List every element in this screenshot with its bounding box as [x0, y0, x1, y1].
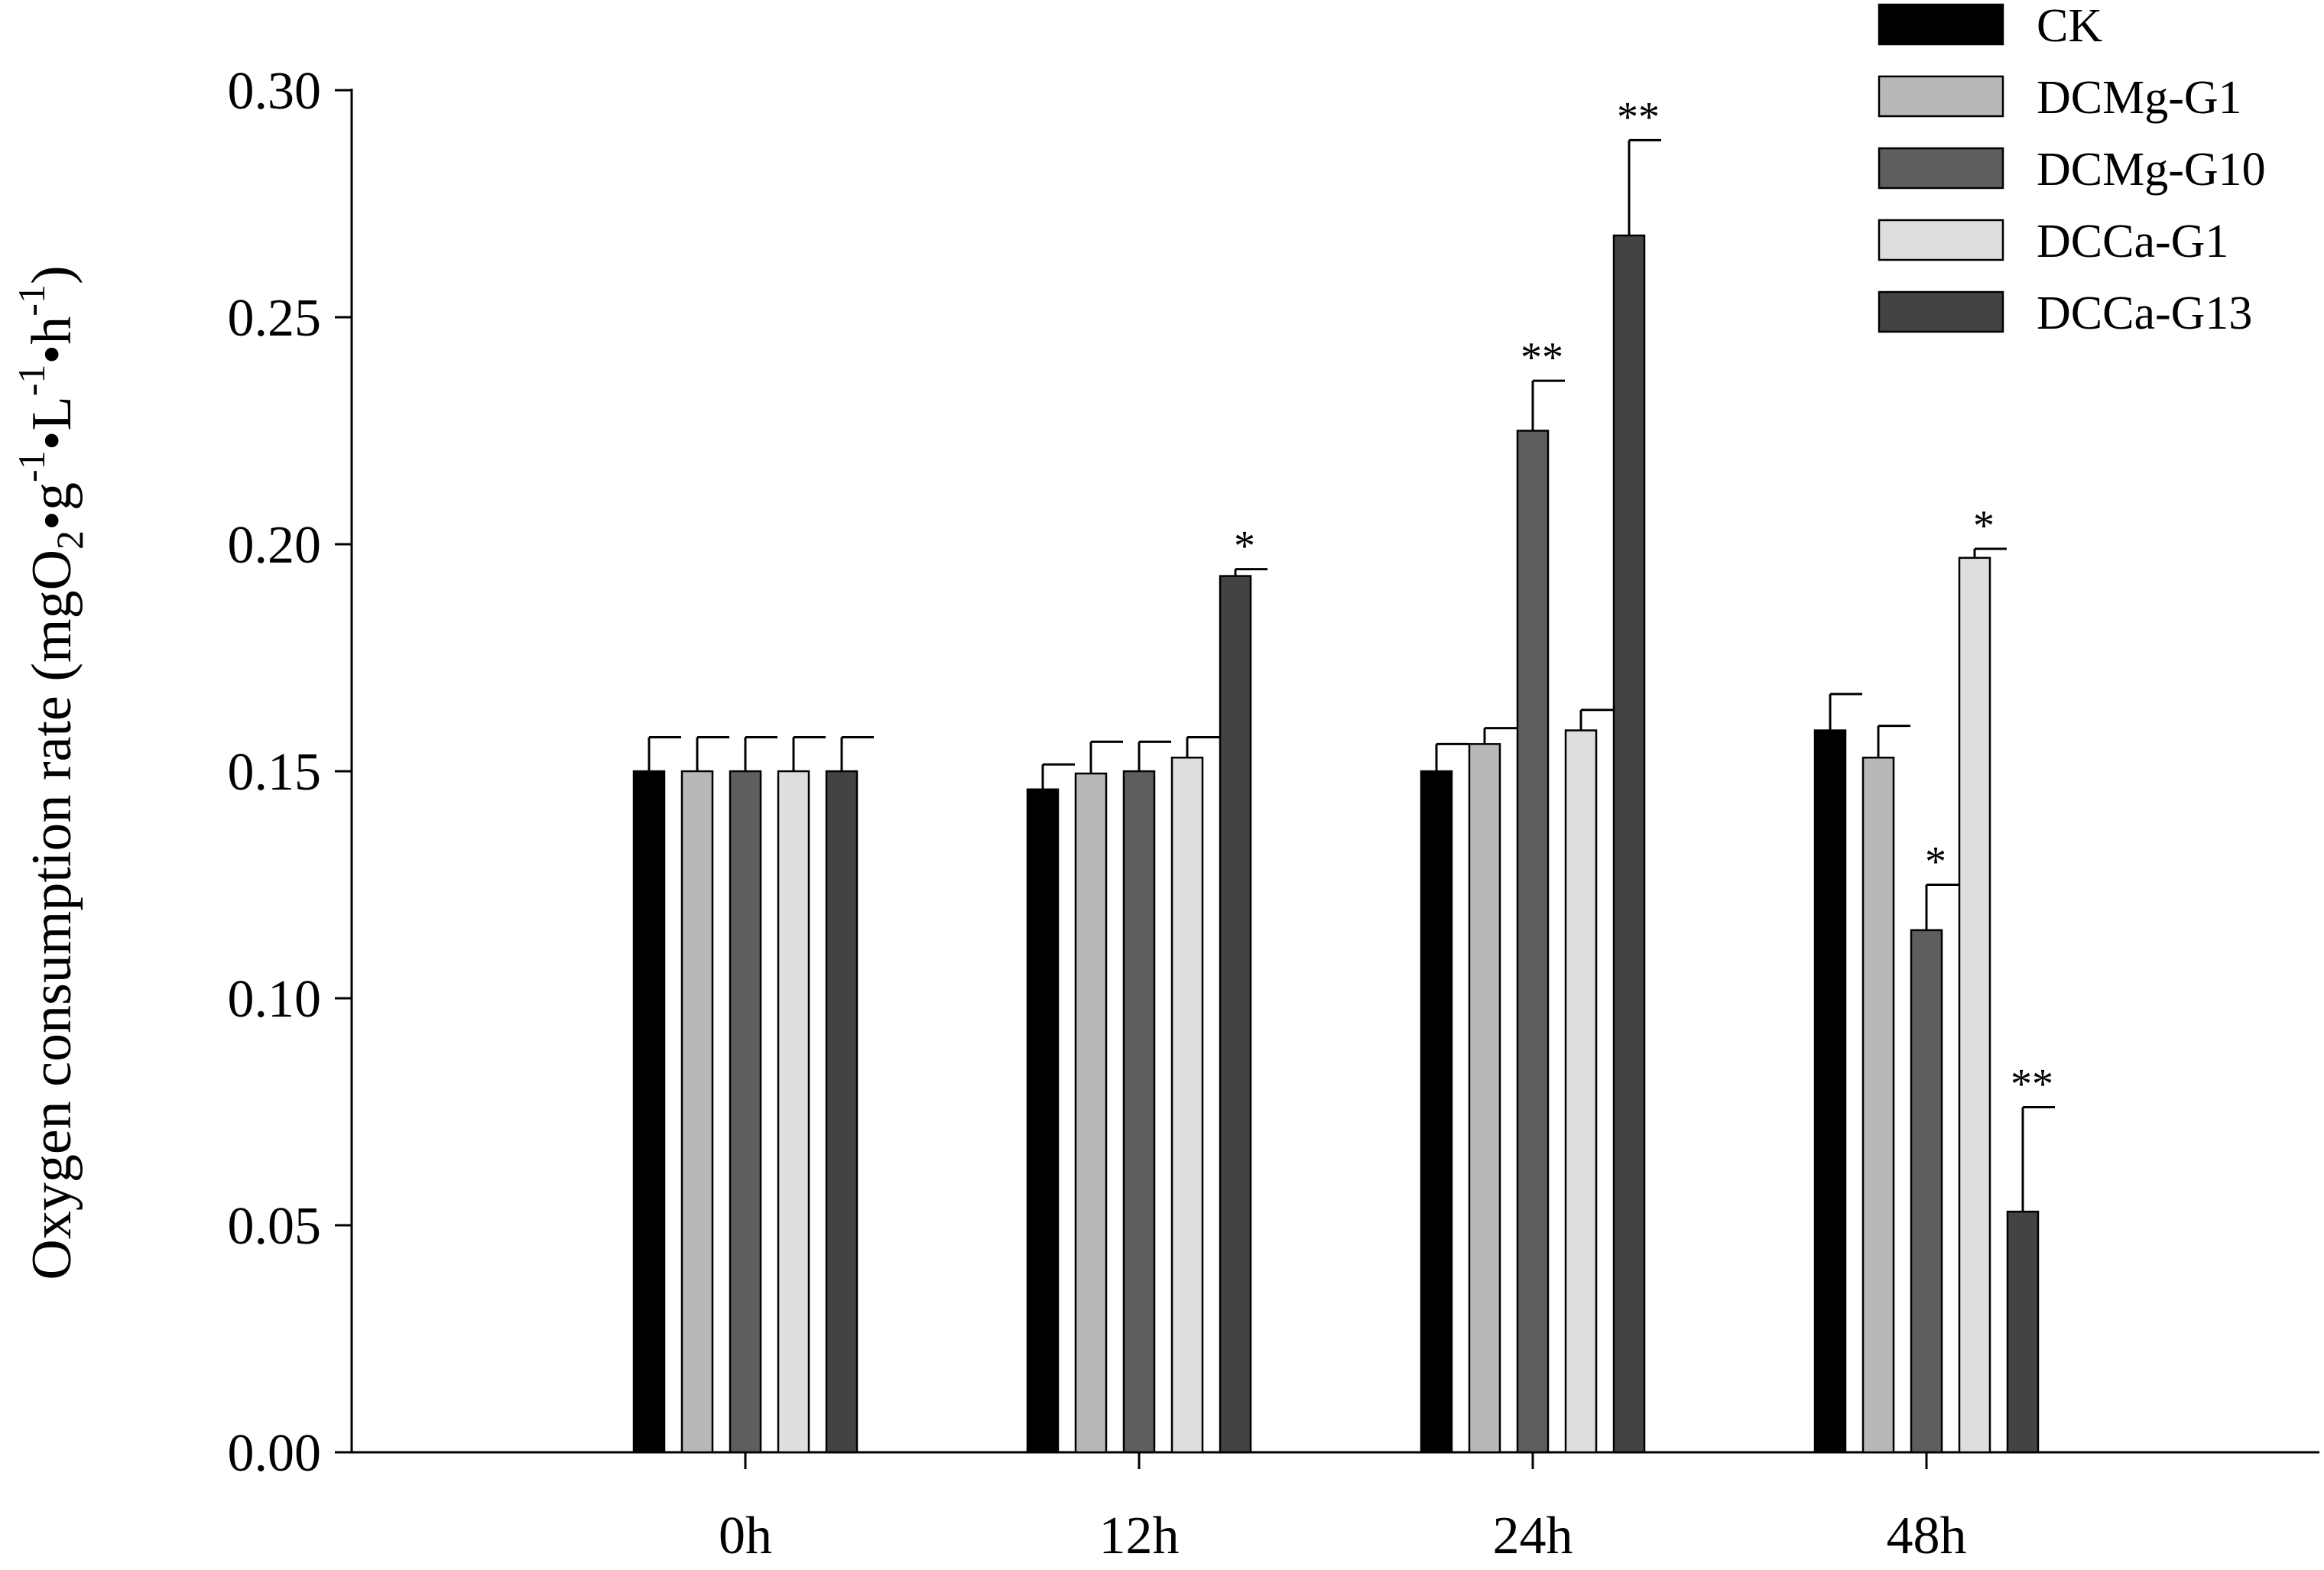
- x-tick-label: 48h: [1887, 1507, 1967, 1565]
- bar: [1468, 743, 1501, 1454]
- legend-label: DCMg-G10: [2037, 144, 2266, 196]
- bar: [1910, 929, 1943, 1454]
- significance-marker: *: [1925, 839, 1946, 886]
- y-tick-label: 0.20: [228, 516, 322, 575]
- y-axis-label: Oxygen consumption rate (mgO2•g-1•L-1•h-…: [10, 265, 91, 1280]
- significance-marker: **: [1521, 334, 1563, 381]
- bar: [632, 770, 666, 1454]
- bar: [1170, 756, 1204, 1454]
- significance-marker: **: [1617, 93, 1660, 141]
- y-axis-title: Oxygen consumption rate (mgO2•g-1•L-1•h-…: [10, 265, 91, 1280]
- significance-marker: **: [2011, 1061, 2053, 1108]
- legend: CK DCMg-G1 DCMg-G10 DCCa-G1 DCCa-G13: [1878, 0, 2266, 339]
- bar: [1074, 772, 1108, 1454]
- bar: [1861, 756, 1895, 1454]
- legend-swatch: [1878, 147, 2004, 190]
- y-tick-label: 0.25: [228, 289, 322, 348]
- significance-marker: *: [1234, 523, 1255, 570]
- bar: [2006, 1210, 2040, 1454]
- x-tick-label: 12h: [1099, 1507, 1180, 1565]
- bar: [1612, 234, 1646, 1454]
- y-tick-label: 0.10: [228, 970, 322, 1029]
- bar: [1516, 430, 1550, 1454]
- bars: *********: [632, 93, 2055, 1454]
- legend-label: CK: [2037, 0, 2102, 52]
- bar: [1958, 556, 1991, 1454]
- bar: [1564, 729, 1598, 1454]
- bar: [680, 770, 714, 1454]
- legend-swatch: [1878, 290, 2004, 333]
- bar: [1219, 575, 1252, 1454]
- x-tick-label: 0h: [719, 1507, 772, 1565]
- axes: 0.00 0.05 0.10 0.15 0.20 0.25 0.30 0h 12h 24h 48h: [228, 62, 2319, 1565]
- legend-label: DCMg-G1: [2037, 72, 2242, 124]
- y-tick-label: 0.15: [228, 743, 322, 802]
- x-tick-label: 24h: [1493, 1507, 1573, 1565]
- bar: [729, 770, 762, 1454]
- significance-marker: *: [1973, 502, 1995, 550]
- bar: [825, 770, 859, 1454]
- legend-label: DCCa-G13: [2037, 287, 2252, 339]
- y-tick-label: 0.00: [228, 1424, 322, 1483]
- bar: [777, 770, 810, 1454]
- y-tick-label: 0.30: [228, 62, 322, 121]
- bar: [1813, 729, 1847, 1454]
- bar: [1026, 788, 1060, 1454]
- legend-swatch: [1878, 75, 2004, 118]
- bar: [1420, 770, 1453, 1454]
- bar: [1122, 770, 1156, 1454]
- y-tick-label: 0.05: [228, 1197, 322, 1256]
- legend-label: DCCa-G1: [2037, 216, 2228, 268]
- legend-swatch: [1878, 3, 2004, 46]
- legend-swatch: [1878, 219, 2004, 261]
